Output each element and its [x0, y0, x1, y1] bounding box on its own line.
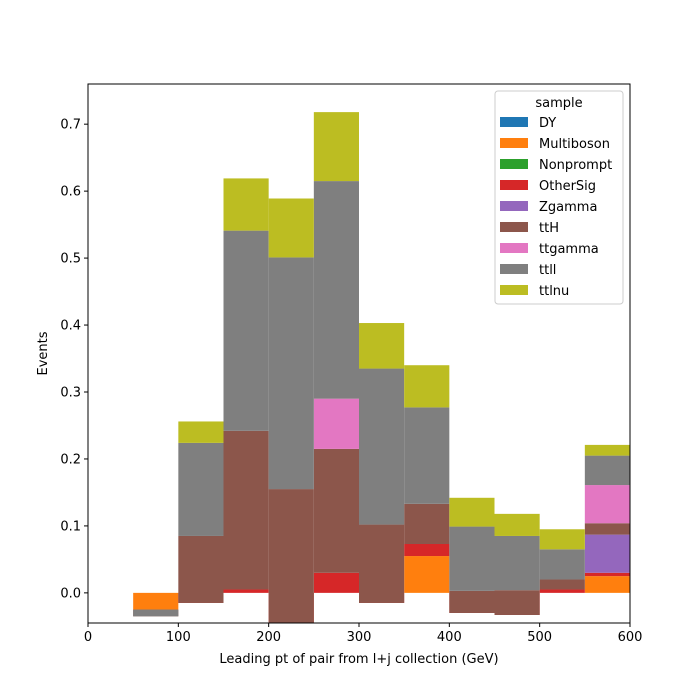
bar-ttll-bin-0 — [133, 609, 179, 617]
legend-swatch-nonprompt — [500, 159, 528, 169]
legend-label-multiboson: Multiboson — [539, 137, 610, 152]
y-tick-label: 0.3 — [60, 386, 81, 401]
bar-tth-bin-8 — [494, 590, 540, 615]
bar-ttll-bin-3 — [268, 257, 314, 490]
x-tick-label: 400 — [437, 630, 462, 645]
bar-multiboson-bin-10 — [584, 576, 630, 593]
x-tick-label: 200 — [256, 630, 281, 645]
y-axis-ticks: 0.0 0.1 0.2 0.3 0.4 0.5 0.6 0.7 — [60, 118, 88, 601]
y-tick-label: 0.1 — [60, 519, 81, 534]
x-tick-label: 100 — [166, 630, 191, 645]
bar-ttlnu-bin-10 — [584, 444, 630, 456]
y-tick-label: 0.0 — [60, 586, 81, 601]
legend-label-nonprompt: Nonprompt — [539, 158, 612, 173]
legend-swatch-zgamma — [500, 201, 528, 211]
bar-tth-bin-6 — [404, 503, 450, 544]
bar-ttll-bin-1 — [178, 442, 224, 536]
bar-ttll-bin-6 — [404, 407, 450, 504]
bar-othersig-bin-2 — [223, 589, 269, 593]
bar-ttgamma-bin-4 — [313, 398, 359, 449]
bar-othersig-bin-10 — [584, 572, 630, 577]
bar-zgamma-bin-10 — [584, 534, 630, 573]
legend-swatch-ttlnu — [500, 285, 528, 295]
bar-tth-bin-3 — [268, 489, 314, 623]
bar-ttlnu-bin-3 — [268, 198, 314, 258]
bar-tth-bin-5 — [359, 524, 405, 603]
bar-tth-bin-4 — [313, 448, 359, 573]
bar-ttll-bin-7 — [449, 526, 495, 591]
bar-ttll-bin-4 — [313, 181, 359, 399]
bar-ttlnu-bin-2 — [223, 178, 269, 231]
bar-ttlnu-bin-9 — [539, 529, 585, 550]
legend-swatch-tth — [500, 222, 528, 232]
legend-label-zgamma: Zgamma — [539, 200, 597, 215]
legend-label-tth: ttH — [539, 221, 559, 236]
y-tick-label: 0.4 — [60, 319, 81, 334]
bar-ttlnu-bin-7 — [449, 497, 495, 527]
bar-ttll-bin-9 — [539, 549, 585, 580]
bar-ttll-bin-5 — [359, 368, 405, 525]
x-tick-label: 500 — [527, 630, 552, 645]
bar-tth-bin-10 — [584, 523, 630, 535]
legend-label-dy: DY — [539, 116, 556, 131]
x-tick-label: 600 — [618, 630, 643, 645]
x-tick-label: 0 — [84, 630, 92, 645]
bar-othersig-bin-4 — [313, 572, 359, 593]
y-tick-label: 0.7 — [60, 118, 81, 133]
bar-ttlnu-bin-4 — [313, 112, 359, 182]
y-axis-label: Events — [36, 331, 51, 375]
bar-ttgamma-bin-10 — [584, 485, 630, 524]
x-axis-label: Leading pt of pair from l+j collection (… — [219, 652, 498, 667]
bar-ttll-bin-8 — [494, 535, 540, 591]
legend-swatch-ttgamma — [500, 243, 528, 253]
bar-ttlnu-bin-6 — [404, 365, 450, 408]
bar-tth-bin-9 — [539, 579, 585, 590]
bar-ttll-bin-2 — [223, 230, 269, 431]
legend-label-ttlnu: ttlnu — [539, 284, 569, 299]
bar-othersig-bin-9 — [539, 589, 585, 593]
bar-ttlnu-bin-5 — [359, 323, 405, 369]
legend-swatch-dy — [500, 117, 528, 127]
legend-title: sample — [535, 96, 582, 111]
y-tick-label: 0.2 — [60, 452, 81, 467]
bar-othersig-bin-6 — [404, 543, 450, 557]
histogram-bars — [133, 112, 630, 623]
legend-label-othersig: OtherSig — [539, 179, 596, 194]
legend-swatch-othersig — [500, 180, 528, 190]
legend-items: DY Multiboson Nonprompt OtherSig Zgamma ttH tt… — [500, 116, 612, 299]
bar-tth-bin-1 — [178, 535, 224, 603]
legend-swatch-multiboson — [500, 138, 528, 148]
bar-ttlnu-bin-8 — [494, 513, 540, 536]
bar-tth-bin-7 — [449, 590, 495, 613]
legend: sample DY Multiboson Nonprompt OtherSig Zgam… — [494, 90, 624, 305]
bar-tth-bin-2 — [223, 430, 269, 590]
bar-ttlnu-bin-1 — [178, 421, 224, 443]
y-tick-label: 0.6 — [60, 185, 81, 200]
x-axis-ticks: 0 100 200 300 400 500 600 — [84, 623, 643, 645]
x-tick-label: 300 — [347, 630, 372, 645]
legend-label-ttgamma: ttgamma — [539, 242, 599, 257]
bar-multiboson-bin-0 — [133, 592, 179, 610]
bar-multiboson-bin-6 — [404, 556, 450, 593]
legend-swatch-ttll — [500, 264, 528, 274]
y-tick-label: 0.5 — [60, 252, 81, 267]
bar-ttll-bin-10 — [584, 455, 630, 486]
legend-label-ttll: ttll — [539, 263, 556, 278]
